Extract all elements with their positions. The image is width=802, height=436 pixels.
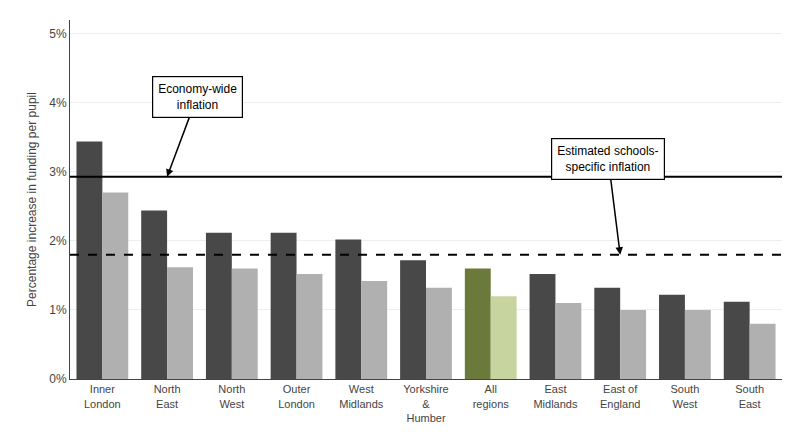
svg-text:NorthWest: NorthWest — [218, 383, 245, 409]
svg-text:0%: 0% — [49, 372, 67, 386]
svg-text:NorthEast: NorthEast — [154, 383, 181, 409]
svg-text:2%: 2% — [49, 234, 67, 248]
svg-text:East ofEngland: East ofEngland — [600, 383, 640, 409]
svg-text:EastMidlands: EastMidlands — [533, 383, 578, 409]
svg-text:3%: 3% — [49, 165, 67, 179]
svg-text:1%: 1% — [49, 303, 67, 317]
svg-text:SouthWest: SouthWest — [671, 383, 700, 409]
svg-text:5%: 5% — [49, 27, 67, 41]
svg-text:4%: 4% — [49, 96, 67, 110]
svg-text:Percentage increase in funding: Percentage increase in funding per pupil — [25, 92, 39, 307]
svg-text:InnerLondon: InnerLondon — [84, 383, 121, 409]
svg-text:OuterLondon: OuterLondon — [278, 383, 315, 409]
svg-text:WestMidlands: WestMidlands — [339, 383, 384, 409]
svg-text:Estimated schools-specific inf: Estimated schools-specific inflation — [557, 144, 658, 174]
svg-text:Yorkshire&Humber: Yorkshire&Humber — [403, 383, 448, 424]
svg-text:Allregions: Allregions — [473, 383, 510, 409]
svg-text:SouthEast: SouthEast — [735, 383, 764, 409]
svg-text:Economy-wideinflation: Economy-wideinflation — [158, 82, 237, 112]
